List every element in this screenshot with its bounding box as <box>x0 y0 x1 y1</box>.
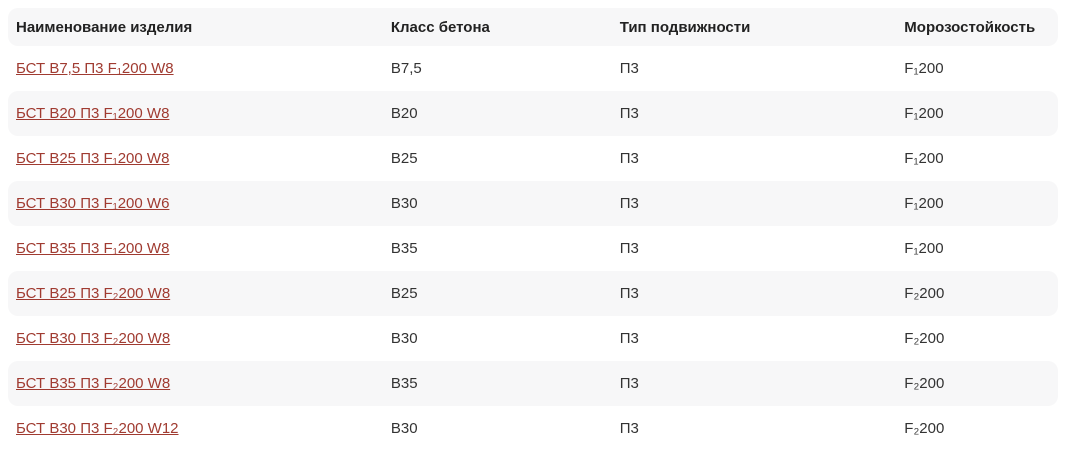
product-link[interactable]: БСТ В30 П3 F₂200 W8 <box>16 330 171 347</box>
concrete-class-cell: В35 <box>382 226 612 271</box>
product-link[interactable]: БСТ В35 П3 F₁200 W8 <box>16 240 170 257</box>
product-name-cell: БСТ В35 П3 F₂200 W8 <box>8 361 383 406</box>
frost-cell: F₁200 <box>896 136 1058 181</box>
frost-cell: F₁200 <box>896 91 1058 136</box>
table-row: БСТ В20 П3 F₁200 W8 В20 П3 F₁200 <box>8 91 1058 136</box>
mobility-cell: П3 <box>611 406 897 451</box>
column-header-mobility-type: Тип подвижности <box>611 8 897 46</box>
frost-cell: F₁200 <box>896 181 1058 226</box>
table-row: БСТ В25 П3 F₁200 W8 В25 П3 F₁200 <box>8 136 1058 181</box>
frost-cell: F₂200 <box>896 271 1058 316</box>
concrete-class-cell: В25 <box>382 271 612 316</box>
product-link[interactable]: БСТ В30 П3 F₂200 W12 <box>16 420 179 437</box>
table-row: БСТ В7,5 П3 F₁200 W8 В7,5 П3 F₁200 <box>8 46 1058 91</box>
mobility-cell: П3 <box>611 136 897 181</box>
product-name-cell: БСТ В30 П3 F₂200 W8 <box>8 316 383 361</box>
product-name-cell: БСТ В30 П3 F₁200 W6 <box>8 181 383 226</box>
product-name-cell: БСТ В35 П3 F₁200 W8 <box>8 226 383 271</box>
product-link[interactable]: БСТ В25 П3 F₁200 W8 <box>16 150 170 167</box>
products-table: Наименование изделия Класс бетона Тип по… <box>8 8 1058 451</box>
product-link[interactable]: БСТ В35 П3 F₂200 W8 <box>16 375 171 392</box>
mobility-cell: П3 <box>611 226 897 271</box>
mobility-cell: П3 <box>611 91 897 136</box>
table-row: БСТ В30 П3 F₂200 W12 В30 П3 F₂200 <box>8 406 1058 451</box>
frost-cell: F₂200 <box>896 406 1058 451</box>
column-header-concrete-class: Класс бетона <box>382 8 612 46</box>
mobility-cell: П3 <box>611 316 897 361</box>
frost-cell: F₁200 <box>896 226 1058 271</box>
product-link[interactable]: БСТ В30 П3 F₁200 W6 <box>16 195 170 212</box>
table-header-row: Наименование изделия Класс бетона Тип по… <box>8 8 1058 46</box>
frost-cell: F₂200 <box>896 316 1058 361</box>
table-row: БСТ В30 П3 F₂200 W8 В30 П3 F₂200 <box>8 316 1058 361</box>
concrete-class-cell: В20 <box>382 91 612 136</box>
table-row: БСТ В30 П3 F₁200 W6 В30 П3 F₁200 <box>8 181 1058 226</box>
product-link[interactable]: БСТ В20 П3 F₁200 W8 <box>16 105 170 122</box>
frost-cell: F₁200 <box>896 46 1058 91</box>
table-row: БСТ В25 П3 F₂200 W8 В25 П3 F₂200 <box>8 271 1058 316</box>
product-name-cell: БСТ В7,5 П3 F₁200 W8 <box>8 46 383 91</box>
product-name-cell: БСТ В30 П3 F₂200 W12 <box>8 406 383 451</box>
product-name-cell: БСТ В20 П3 F₁200 W8 <box>8 91 383 136</box>
concrete-class-cell: В7,5 <box>382 46 612 91</box>
product-name-cell: БСТ В25 П3 F₁200 W8 <box>8 136 383 181</box>
product-link[interactable]: БСТ В7,5 П3 F₁200 W8 <box>16 60 174 77</box>
table-row: БСТ В35 П3 F₂200 W8 В35 П3 F₂200 <box>8 361 1058 406</box>
mobility-cell: П3 <box>611 46 897 91</box>
concrete-class-cell: В30 <box>382 406 612 451</box>
product-link[interactable]: БСТ В25 П3 F₂200 W8 <box>16 285 171 302</box>
frost-cell: F₂200 <box>896 361 1058 406</box>
column-header-frost-resistance: Морозостойкость <box>896 8 1058 46</box>
concrete-class-cell: В30 <box>382 181 612 226</box>
table-row: БСТ В35 П3 F₁200 W8 В35 П3 F₁200 <box>8 226 1058 271</box>
mobility-cell: П3 <box>611 181 897 226</box>
concrete-class-cell: В30 <box>382 316 612 361</box>
mobility-cell: П3 <box>611 361 897 406</box>
column-header-product-name: Наименование изделия <box>8 8 383 46</box>
mobility-cell: П3 <box>611 271 897 316</box>
concrete-class-cell: В35 <box>382 361 612 406</box>
product-name-cell: БСТ В25 П3 F₂200 W8 <box>8 271 383 316</box>
concrete-class-cell: В25 <box>382 136 612 181</box>
